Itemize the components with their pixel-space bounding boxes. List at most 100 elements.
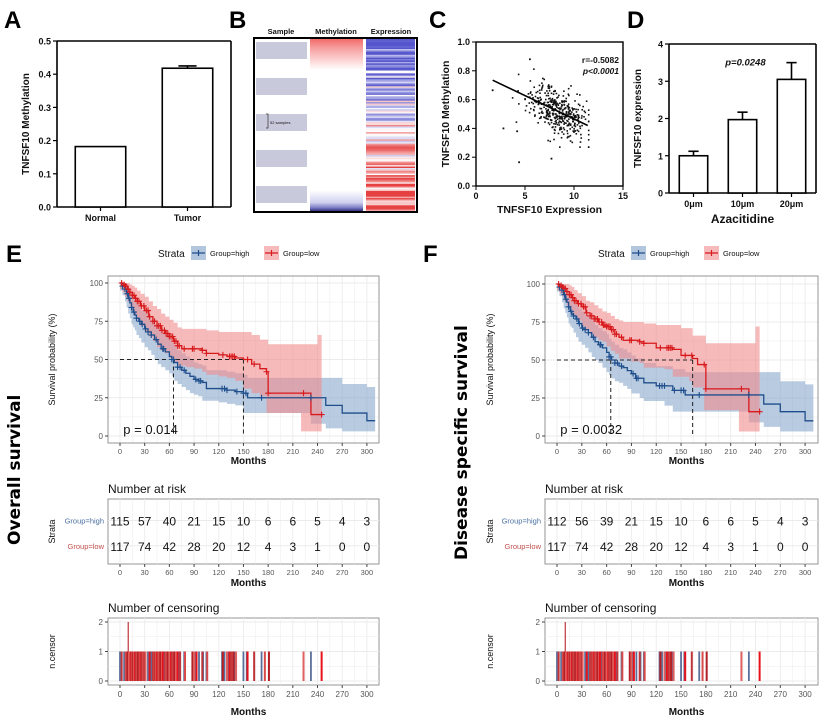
data-point — [555, 104, 557, 106]
x-tick-label: 90 — [627, 568, 635, 577]
data-point — [531, 94, 533, 96]
sample-block — [256, 150, 307, 167]
expression-row — [366, 147, 415, 150]
data-point — [579, 125, 581, 128]
data-point — [547, 85, 550, 88]
expression-row — [366, 176, 415, 179]
x-tick-label: 0μm — [684, 199, 703, 209]
expression-row — [366, 84, 415, 87]
censor-mark — [197, 377, 204, 384]
expression-row — [366, 157, 415, 160]
y-tick-label: 0 — [99, 432, 104, 441]
x-tick-label: 150 — [674, 690, 688, 699]
data-point — [555, 116, 558, 119]
data-point — [550, 121, 553, 124]
data-point — [576, 113, 579, 116]
data-point — [569, 109, 571, 112]
x-tick-label: 180 — [700, 568, 713, 577]
data-point — [539, 92, 541, 95]
censor-bar-high — [556, 651, 558, 681]
censor-mark — [161, 327, 168, 334]
data-point — [502, 127, 505, 130]
expression-row — [366, 104, 415, 107]
data-point — [559, 102, 561, 105]
data-point — [566, 132, 569, 135]
data-point — [561, 131, 563, 133]
data-point — [554, 117, 557, 120]
data-point — [573, 115, 576, 118]
data-point — [545, 115, 548, 118]
data-point — [554, 126, 557, 128]
panel-a-bar-chart: 0.0 0.1 0.2 0.3 0.4 0.5 Normal Tumor TNFSF10 Met… — [21, 37, 232, 223]
data-point — [567, 87, 570, 90]
expression-row — [366, 165, 415, 167]
data-point — [569, 140, 572, 142]
data-point — [536, 97, 539, 99]
expression-row — [366, 41, 415, 44]
data-point — [545, 110, 548, 112]
censor-mark — [573, 297, 580, 304]
censor-bar-low — [184, 651, 187, 681]
data-point — [562, 108, 564, 111]
x-tick-label: 210 — [286, 690, 300, 699]
censor-mark — [258, 394, 265, 401]
data-point — [538, 84, 541, 87]
panel-label-c: C — [429, 7, 446, 34]
data-point — [524, 98, 526, 101]
expression-row — [366, 70, 415, 73]
data-point — [562, 127, 565, 129]
expression-row — [366, 74, 415, 77]
censor-bar-low — [740, 651, 743, 681]
data-point — [550, 85, 553, 88]
data-point — [558, 128, 561, 131]
data-point — [564, 116, 566, 119]
expression-row — [366, 155, 415, 157]
censor-bar-low — [612, 651, 615, 681]
censor-bar-low — [659, 651, 662, 681]
censor-bar-high — [635, 651, 638, 681]
x-tick-label: 270 — [774, 447, 787, 456]
risk-count-high: 6 — [265, 514, 272, 528]
data-point — [560, 104, 563, 106]
censor-bar-low — [120, 651, 123, 681]
expression-row — [366, 64, 415, 67]
censor-bar-low — [165, 651, 168, 681]
censor-bar-low — [643, 651, 646, 681]
data-point — [547, 113, 550, 116]
expression-row — [366, 89, 415, 91]
censor-bar-low — [705, 651, 708, 681]
risk-count-high: 40 — [163, 514, 177, 528]
y-tick-label: 0 — [536, 677, 541, 686]
censor-bar-low — [161, 651, 164, 681]
censor-mark — [263, 368, 270, 375]
data-point — [540, 117, 542, 119]
x-tick-label: 0 — [118, 568, 122, 577]
risk-table-y-label: Strata — [47, 519, 57, 543]
data-point — [562, 100, 564, 102]
data-point — [528, 111, 531, 114]
column-header: Expression — [371, 27, 412, 36]
data-point — [548, 112, 551, 115]
data-point — [582, 105, 585, 108]
y-tick-label: 0 — [536, 432, 541, 441]
expression-row — [366, 150, 415, 153]
risk-count-low: 20 — [650, 540, 664, 554]
data-point — [527, 93, 530, 95]
data-point — [587, 133, 590, 136]
data-point — [549, 104, 551, 106]
data-point — [550, 119, 553, 122]
data-point — [534, 95, 537, 98]
x-tick-label: 90 — [190, 568, 198, 577]
censor-mark — [558, 287, 565, 294]
censor-bar-low — [140, 651, 143, 681]
censor-bar-low — [151, 651, 154, 681]
risk-count-high: 5 — [314, 514, 321, 528]
risk-count-high: 10 — [674, 514, 688, 528]
expression-row — [366, 200, 415, 203]
data-point — [587, 109, 590, 111]
censor-plot-title: Number of censoring — [545, 601, 656, 615]
x-tick-label: 120 — [650, 447, 663, 456]
panel-label-a: A — [4, 7, 21, 34]
